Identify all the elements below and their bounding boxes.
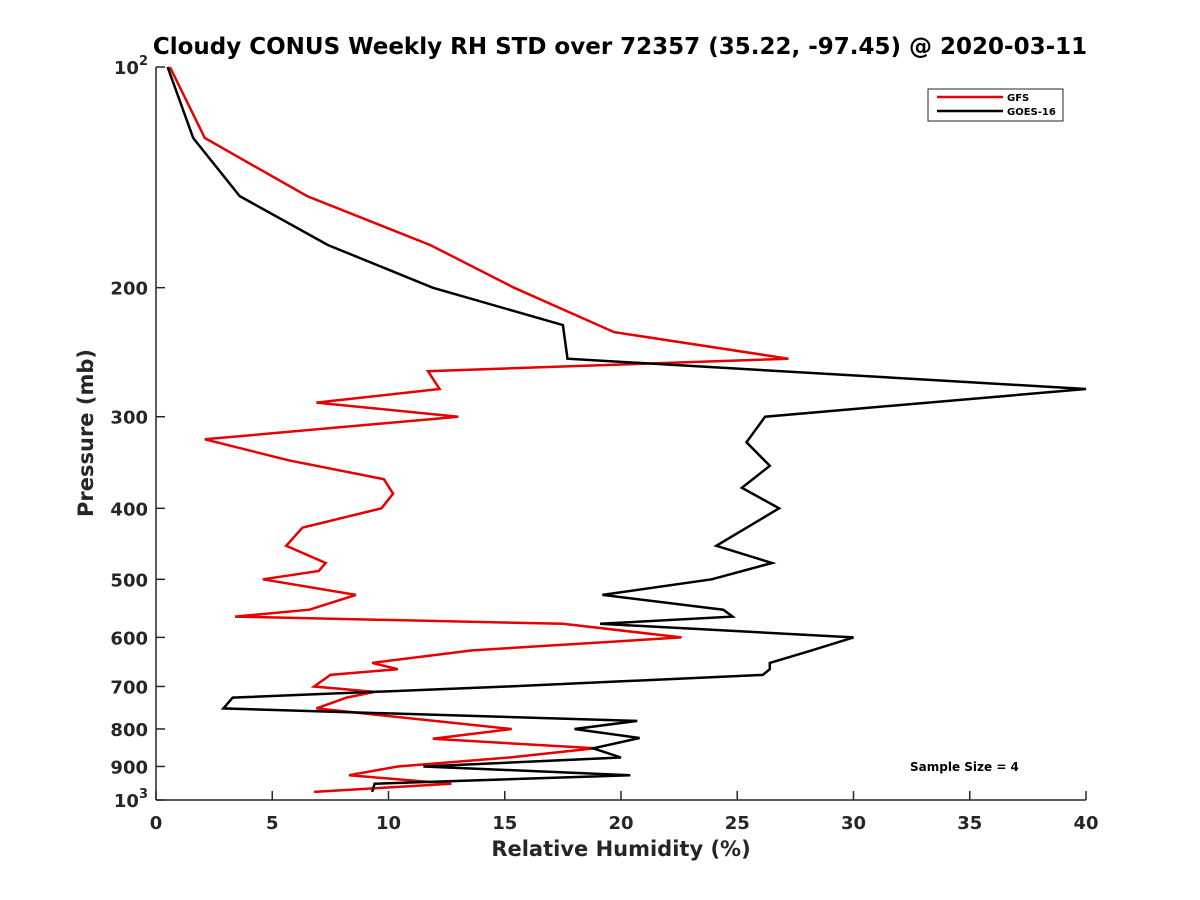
x-tick-label: 0 [150,813,163,834]
x-tick-label: 30 [841,813,866,834]
series-line-gfs [168,66,789,794]
x-tick-label: 20 [608,813,633,834]
x-axis-label: Relative Humidity (%) [491,837,750,861]
y-tick-label: 800 [110,720,148,741]
y-tick-label: 400 [110,499,148,520]
y-tick-label: 300 [110,408,148,429]
x-tick-label: 35 [957,813,982,834]
series-line-goes16 [166,66,1087,793]
series-layer [166,66,1087,794]
chart-title: Cloudy CONUS Weekly RH STD over 72357 (3… [153,34,1087,60]
x-tick-label: 25 [725,813,750,834]
legend-label-gfs: GFS [1007,93,1029,104]
legend-label-goes16: GOES-16 [1007,107,1056,118]
y-tick-label: 600 [110,628,148,649]
legend: GFS GOES-16 [927,88,1064,122]
plot-background [156,67,1086,800]
x-tick-label: 40 [1073,813,1098,834]
sample-size-annotation: Sample Size = 4 [910,760,1019,774]
x-tick-label: 5 [266,813,279,834]
x-tick-label: 10 [376,813,401,834]
plot-area [156,66,1087,800]
legend-box [927,88,1064,122]
y-tick-label: 500 [110,570,148,591]
y-axis-label: Pressure (mb) [74,349,98,517]
y-tick-label: 700 [110,677,148,698]
y-tick-label: 900 [110,757,148,778]
y-tick-label: 200 [110,279,148,300]
x-ticks: 0 5 10 15 20 25 30 35 40 [150,791,1099,834]
x-tick-label: 15 [492,813,517,834]
